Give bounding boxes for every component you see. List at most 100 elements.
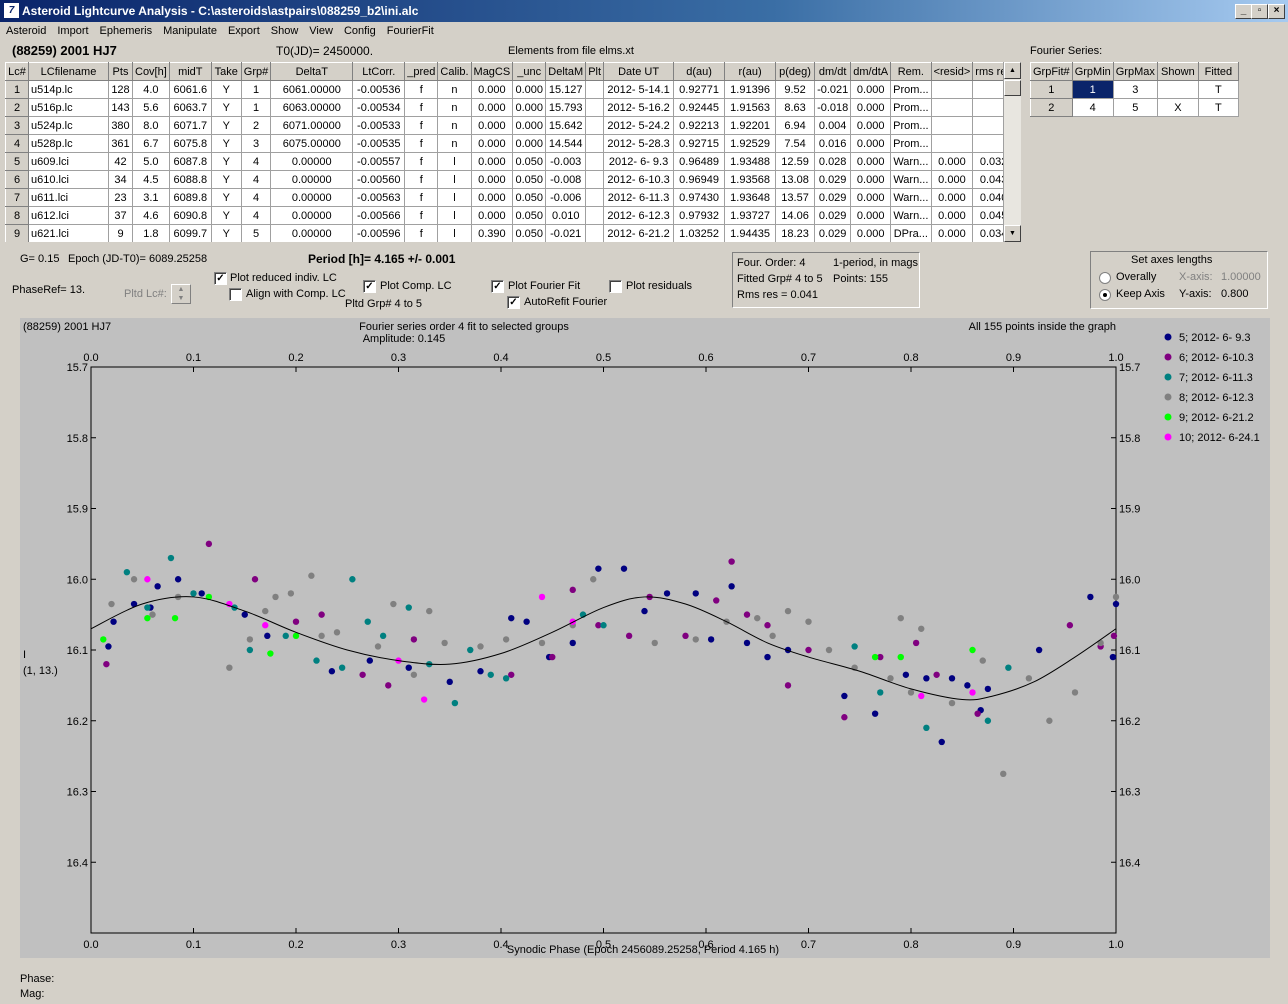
table-cell[interactable]: f: [404, 188, 439, 207]
table-cell[interactable]: 3: [240, 134, 272, 153]
table-cell[interactable]: 8.0: [132, 116, 170, 135]
menu-view[interactable]: View: [309, 25, 333, 37]
table-cell[interactable]: 1: [1030, 80, 1073, 99]
column-header[interactable]: DeltaM: [545, 62, 587, 81]
autorefit-checkbox[interactable]: ✓: [507, 296, 520, 309]
table-cell[interactable]: 0.00000: [270, 206, 354, 225]
table-cell[interactable]: 13.57: [775, 188, 816, 207]
table-cell[interactable]: f: [404, 170, 439, 189]
table-cell[interactable]: l: [437, 188, 472, 207]
column-header[interactable]: r(au): [724, 62, 777, 81]
table-cell[interactable]: -0.00596: [352, 224, 406, 242]
table-cell[interactable]: 1.93568: [724, 170, 777, 189]
table-cell[interactable]: Y: [210, 224, 242, 242]
table-cell[interactable]: n: [437, 116, 472, 135]
table-cell[interactable]: 2: [240, 116, 272, 135]
table-cell[interactable]: 2012- 6-21.2: [603, 224, 675, 242]
table-cell[interactable]: Prom...: [890, 80, 932, 99]
table-cell[interactable]: 6099.7: [168, 224, 212, 242]
table-cell[interactable]: 0.96949: [673, 170, 726, 189]
table-cell[interactable]: 0.004: [814, 116, 852, 135]
column-header[interactable]: d(au): [673, 62, 726, 81]
column-header[interactable]: Lc#: [5, 62, 29, 81]
table-cell[interactable]: 2012- 5-16.2: [603, 98, 675, 117]
table-cell[interactable]: 0.000: [470, 98, 514, 117]
column-header[interactable]: GrpMax: [1112, 62, 1158, 81]
table-cell[interactable]: 0.000: [470, 188, 514, 207]
table-cell[interactable]: u524p.lc: [28, 116, 109, 135]
table-cell[interactable]: 0.97430: [673, 188, 726, 207]
scroll-down-button[interactable]: ▼: [1004, 225, 1021, 242]
table-cell[interactable]: 6087.8: [168, 152, 212, 171]
minimize-button[interactable]: _: [1235, 4, 1252, 19]
table-cell[interactable]: 0.000: [850, 152, 892, 171]
table-cell[interactable]: f: [404, 224, 439, 242]
menu-import[interactable]: Import: [57, 25, 89, 37]
lightcurve-table-scrollbar[interactable]: ▲ ▼: [1003, 62, 1021, 242]
table-cell[interactable]: [585, 188, 605, 207]
table-cell[interactable]: -0.018: [814, 98, 852, 117]
table-cell[interactable]: 5: [240, 224, 272, 242]
table-cell[interactable]: 37: [108, 206, 133, 225]
table-cell[interactable]: 1: [240, 80, 272, 99]
table-row[interactable]: 4 u528p.lc 361 6.7 6075.8 Y 3 6075.00000 -0.0053…: [5, 134, 1015, 153]
table-cell[interactable]: -0.008: [545, 170, 587, 189]
table-cell[interactable]: f: [404, 206, 439, 225]
table-cell[interactable]: Warn...: [890, 170, 932, 189]
table-cell[interactable]: Warn...: [890, 152, 932, 171]
table-cell[interactable]: -0.00557: [352, 152, 406, 171]
table-cell[interactable]: 15.127: [545, 80, 587, 99]
menu-ephemeris[interactable]: Ephemeris: [99, 25, 153, 37]
table-cell[interactable]: 1.93648: [724, 188, 777, 207]
table-cell[interactable]: Prom...: [890, 98, 932, 117]
table-cell[interactable]: 0.000: [470, 80, 514, 99]
table-cell[interactable]: 0.000: [930, 170, 974, 189]
table-cell[interactable]: Prom...: [890, 116, 932, 135]
table-cell[interactable]: 0.029: [814, 188, 852, 207]
table-row[interactable]: 8 u612.lci 37 4.6 6090.8 Y 4 0.00000 -0.00566 f l 0…: [5, 206, 1015, 225]
column-header[interactable]: <resid>: [930, 62, 974, 81]
table-cell[interactable]: 0.97932: [673, 206, 726, 225]
table-cell[interactable]: 12.59: [775, 152, 816, 171]
table-cell[interactable]: [585, 170, 605, 189]
table-cell[interactable]: X: [1156, 98, 1199, 117]
table-cell[interactable]: u609.lci: [28, 152, 109, 171]
table-cell[interactable]: 380: [108, 116, 133, 135]
table-cell[interactable]: 0.000: [930, 224, 974, 242]
plot-reduced-checkbox[interactable]: ✓: [214, 272, 227, 285]
table-cell[interactable]: 5.0: [132, 152, 170, 171]
table-cell[interactable]: f: [404, 134, 439, 153]
table-cell[interactable]: 0.000: [850, 224, 892, 242]
table-cell[interactable]: 4: [240, 170, 272, 189]
table-cell[interactable]: 8.63: [775, 98, 816, 117]
table-cell[interactable]: 4: [240, 188, 272, 207]
column-header[interactable]: LtCorr.: [352, 62, 406, 81]
table-cell[interactable]: 2012- 5-28.3: [603, 134, 675, 153]
table-cell[interactable]: -0.021: [814, 80, 852, 99]
table-cell[interactable]: n: [437, 98, 472, 117]
table-cell[interactable]: 4: [5, 134, 29, 153]
table-cell[interactable]: 1.91563: [724, 98, 777, 117]
table-cell[interactable]: [930, 134, 974, 153]
table-cell[interactable]: u610.lci: [28, 170, 109, 189]
table-cell[interactable]: 0.050: [512, 224, 547, 242]
table-cell[interactable]: 2012- 5-24.2: [603, 116, 675, 135]
restore-button[interactable]: ▫: [1251, 4, 1268, 19]
table-cell[interactable]: 2012- 6- 9.3: [603, 152, 675, 171]
table-cell[interactable]: 0.000: [512, 80, 547, 99]
table-cell[interactable]: 1: [1071, 80, 1114, 99]
table-cell[interactable]: [585, 134, 605, 153]
table-cell[interactable]: 5: [1112, 98, 1158, 117]
column-header[interactable]: Take: [210, 62, 242, 81]
table-cell[interactable]: 0.000: [512, 134, 547, 153]
table-cell[interactable]: 6063.7: [168, 98, 212, 117]
table-cell[interactable]: 13.08: [775, 170, 816, 189]
menu-show[interactable]: Show: [270, 25, 299, 37]
table-cell[interactable]: 0.96489: [673, 152, 726, 171]
table-cell[interactable]: l: [437, 206, 472, 225]
menu-export[interactable]: Export: [227, 25, 260, 37]
table-cell[interactable]: 6061.00000: [270, 80, 354, 99]
table-cell[interactable]: Y: [210, 116, 242, 135]
table-cell[interactable]: 0.000: [470, 206, 514, 225]
